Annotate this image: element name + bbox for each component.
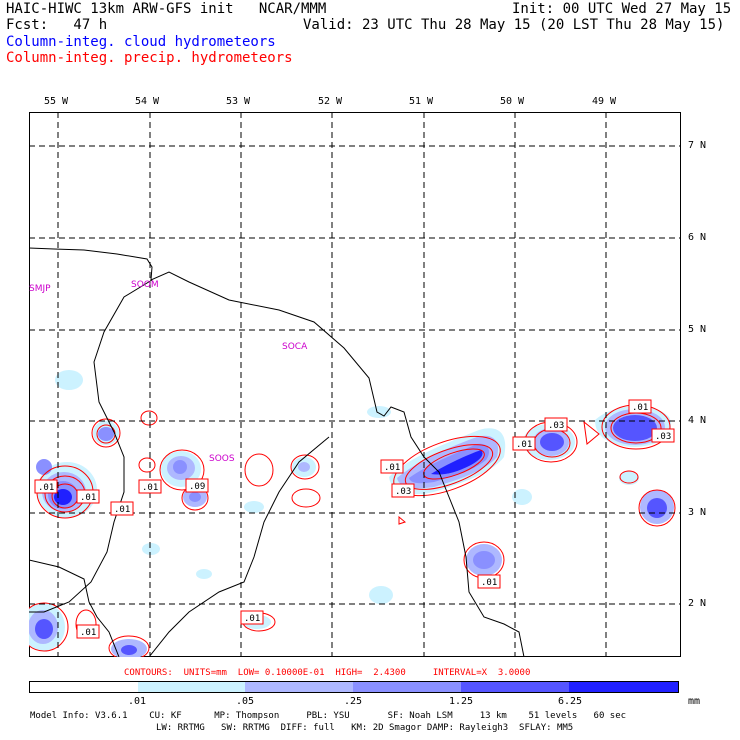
legend-swatch xyxy=(245,682,354,692)
legend-swatch xyxy=(569,682,679,692)
cloud-fill xyxy=(647,498,667,518)
contour-label: .09 xyxy=(189,482,205,492)
cloud-fill xyxy=(244,501,264,513)
cloud-fill xyxy=(196,569,212,579)
precip-contour xyxy=(108,635,150,657)
valid-time: Valid: 23 UTC Thu 28 May 15 (20 LST Thu … xyxy=(303,17,725,33)
station-label: SOOM xyxy=(131,280,159,290)
cloud-fill xyxy=(409,443,489,484)
legend-tick: .05 xyxy=(236,696,255,707)
lat-label: 7 N xyxy=(688,140,707,151)
precip-contour xyxy=(583,420,600,445)
precip-contour xyxy=(91,418,121,448)
contour-label: .01 xyxy=(481,578,497,588)
model-info-line1: Model Info: V3.6.1 CU: KF MP: Thompson P… xyxy=(30,711,627,721)
cloud-fill xyxy=(512,489,532,505)
precip-contour xyxy=(138,457,156,473)
border-line xyxy=(29,279,153,613)
lon-label: 51 W xyxy=(409,96,434,107)
precip-contour xyxy=(244,453,274,487)
lat-label: 3 N xyxy=(688,507,707,518)
contour-label: .01 xyxy=(80,628,96,638)
model-title: HAIC-HIWC 13km ARW-GFS init NCAR/MMM xyxy=(6,1,327,17)
lon-label: 49 W xyxy=(592,96,617,107)
cloud-fill xyxy=(142,543,160,555)
lat-label: 2 N xyxy=(688,598,707,609)
field-cloud-title: Column-integ. cloud hydrometeors xyxy=(6,34,276,50)
contour-label: .01 xyxy=(384,463,400,473)
contour-label: .01 xyxy=(114,505,130,515)
station-label: SOCA xyxy=(282,342,308,352)
cloud-fill xyxy=(298,462,310,472)
legend-units: mm xyxy=(688,696,701,707)
lat-label: 4 N xyxy=(688,415,707,426)
lon-label: 55 W xyxy=(44,96,69,107)
lat-label: 5 N xyxy=(688,324,707,335)
precip-contour xyxy=(398,515,407,525)
lon-label: 53 W xyxy=(226,96,251,107)
station-label: SMJP xyxy=(29,284,51,294)
legend-tick: 6.25 xyxy=(558,696,583,707)
contour-label: .03 xyxy=(548,421,564,431)
contour-labels: .01 .01 .01 .01 .09 .01 .03 .01 .03 .01 … xyxy=(34,399,675,639)
legend-tick: .01 xyxy=(128,696,147,707)
cloud-fill xyxy=(55,370,83,390)
lat-lon-grid xyxy=(29,112,681,657)
legend-swatch xyxy=(353,682,461,692)
map-panel: SMJP SOOM SOCA SOOS .01 .01 .01 .01 .09 … xyxy=(29,112,681,657)
cloud-fill xyxy=(173,460,187,474)
forecast-hour: Fcst: 47 h xyxy=(6,17,108,33)
cloud-fill xyxy=(36,459,52,475)
cloud-fill xyxy=(473,551,495,569)
lon-label: 54 W xyxy=(135,96,160,107)
precip-contour xyxy=(29,602,69,652)
precip-contour xyxy=(619,470,639,484)
contour-label: .01 xyxy=(244,614,260,624)
contour-label: .03 xyxy=(395,487,411,497)
contour-label: .01 xyxy=(516,440,532,450)
precip-contour xyxy=(159,449,205,491)
cloud-fill xyxy=(613,415,657,441)
cloud-fill xyxy=(540,433,564,451)
cloud-fill xyxy=(121,645,137,655)
field-precip-title: Column-integ. precip. hydrometeors xyxy=(6,50,293,66)
legend-tick: 1.25 xyxy=(449,696,474,707)
station-label: SOOS xyxy=(209,454,235,464)
model-info-line2: LW: RRTMG SW: RRTMG DIFF: full KM: 2D Sm… xyxy=(156,723,574,733)
lon-label: 52 W xyxy=(318,96,343,107)
cloud-fill xyxy=(35,619,53,639)
contour-label: .01 xyxy=(38,483,54,493)
precip-contour xyxy=(291,488,321,508)
legend-swatch xyxy=(137,682,246,692)
cloud-fill xyxy=(431,450,483,475)
legend-swatch xyxy=(30,682,138,692)
precip-contour xyxy=(638,489,676,527)
map-frame xyxy=(29,112,681,657)
contour-label: .01 xyxy=(142,483,158,493)
precip-contour xyxy=(140,410,158,426)
contour-label: .01 xyxy=(632,403,648,413)
color-legend-bar xyxy=(29,681,679,693)
precip-contour xyxy=(290,454,320,480)
legend-swatch xyxy=(460,682,570,692)
init-time: Init: 00 UTC Wed 27 May 15 xyxy=(512,1,732,17)
lat-label: 6 N xyxy=(688,232,707,243)
contour-label: .01 xyxy=(80,493,96,503)
lon-label: 50 W xyxy=(500,96,525,107)
cloud-fill xyxy=(189,492,201,502)
legend-tick: .25 xyxy=(344,696,363,707)
cloud-fill xyxy=(98,427,114,441)
cloud-fill xyxy=(369,586,393,604)
contour-label: .03 xyxy=(655,432,671,442)
border-line xyxy=(148,436,330,657)
border-line xyxy=(29,559,120,657)
contours-info: CONTOURS: UNITS=mm LOW= 0.10000E-01 HIGH… xyxy=(124,668,531,678)
precip-contour xyxy=(404,444,494,490)
